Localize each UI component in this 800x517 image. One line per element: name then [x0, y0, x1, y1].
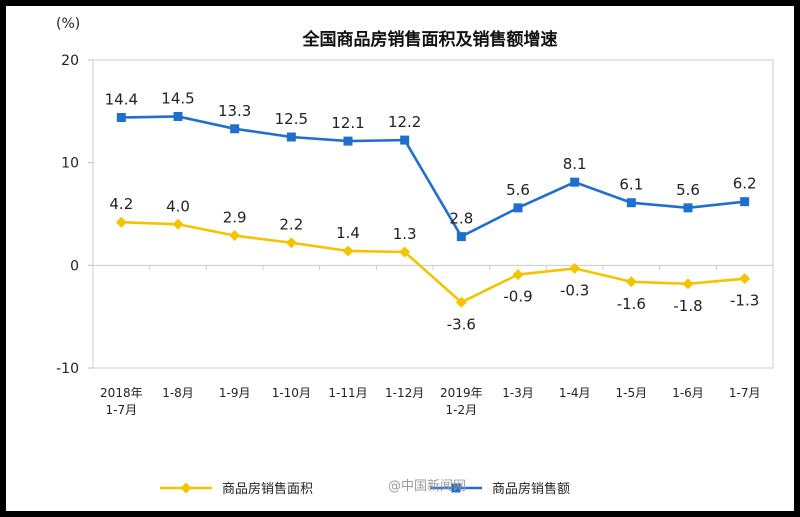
data-label: 12.1 — [331, 114, 364, 132]
y-tick-label: 0 — [70, 258, 79, 274]
x-tick-label: 1-4月 — [559, 386, 591, 400]
x-tick-label: 1-6月 — [672, 386, 704, 400]
data-point-marker — [626, 198, 636, 208]
x-tick-label: 1-10月 — [272, 386, 311, 400]
data-point-marker — [172, 218, 184, 230]
legend-marker — [180, 482, 192, 494]
y-tick-label: 10 — [61, 156, 79, 172]
data-label: -0.3 — [560, 281, 589, 299]
chart-title: 全国商品房销售面积及销售额增速 — [302, 29, 558, 50]
data-point-marker — [342, 245, 354, 257]
x-tick-label: 1-7月 — [106, 403, 138, 417]
data-label: 6.1 — [619, 176, 643, 194]
data-point-marker — [513, 203, 523, 213]
data-point-marker — [739, 273, 751, 285]
watermark-text: @中国新闻网 — [388, 478, 466, 494]
data-label: 14.5 — [161, 89, 194, 107]
x-tick-label: 1-7月 — [729, 386, 761, 400]
legend-label: 商品房销售面积 — [222, 481, 313, 497]
x-tick-label: 2018年 — [100, 386, 143, 400]
data-label: -1.8 — [673, 297, 702, 315]
data-point-marker — [400, 135, 410, 145]
y-unit-label: (%) — [56, 16, 80, 32]
chart-frame — [6, 6, 794, 511]
x-tick-label: 1-12月 — [385, 386, 424, 400]
data-point-marker — [286, 132, 296, 142]
data-point-marker — [173, 111, 183, 121]
x-tick-label: 1-2月 — [446, 403, 478, 417]
data-label: 2.8 — [449, 210, 473, 228]
data-label: 13.3 — [218, 102, 251, 120]
data-label: 12.5 — [275, 110, 308, 128]
data-point-marker — [343, 136, 353, 146]
data-point-marker — [683, 203, 693, 213]
data-point-marker — [569, 262, 581, 274]
data-label: 8.1 — [563, 155, 587, 173]
data-label: -3.6 — [447, 315, 476, 333]
data-point-marker — [682, 278, 694, 290]
data-point-marker — [285, 237, 297, 249]
data-point-marker — [229, 230, 241, 242]
x-tick-label: 1-5月 — [616, 386, 648, 400]
data-point-marker — [512, 269, 524, 281]
x-tick-label: 1-9月 — [219, 386, 251, 400]
data-point-marker — [625, 276, 637, 288]
data-label: 1.4 — [336, 224, 360, 242]
data-point-marker — [740, 197, 750, 207]
data-point-marker — [230, 124, 240, 134]
data-label: 14.4 — [105, 90, 138, 108]
data-point-marker — [115, 216, 127, 228]
x-tick-label: 1-3月 — [502, 386, 534, 400]
legend-label: 商品房销售额 — [492, 481, 570, 497]
data-label: 5.6 — [506, 181, 530, 199]
data-label: 12.2 — [388, 113, 421, 131]
data-label: -1.3 — [730, 292, 759, 310]
data-label: 4.0 — [166, 197, 190, 215]
data-label: -1.6 — [617, 295, 646, 313]
y-tick-label: 20 — [61, 53, 79, 69]
x-tick-label: 1-11月 — [328, 386, 367, 400]
data-point-marker — [399, 246, 411, 258]
data-label: 4.2 — [109, 195, 133, 213]
data-point-marker — [456, 232, 466, 242]
data-label: 1.3 — [393, 225, 417, 243]
series-line — [121, 115, 745, 239]
data-label: 5.6 — [676, 181, 700, 199]
x-tick-label: 2019年 — [440, 386, 483, 400]
data-point-marker — [570, 177, 580, 187]
data-point-marker — [455, 296, 467, 308]
plot-area — [92, 59, 774, 369]
data-label: 2.2 — [279, 216, 303, 234]
legend-marker — [451, 483, 461, 493]
data-label: 6.2 — [733, 175, 757, 193]
series-line — [121, 220, 745, 304]
y-tick-label: -10 — [56, 361, 79, 377]
data-point-marker — [116, 112, 126, 122]
x-tick-label: 1-8月 — [162, 386, 194, 400]
data-label: 2.9 — [223, 209, 247, 227]
data-label: -0.9 — [503, 288, 532, 306]
